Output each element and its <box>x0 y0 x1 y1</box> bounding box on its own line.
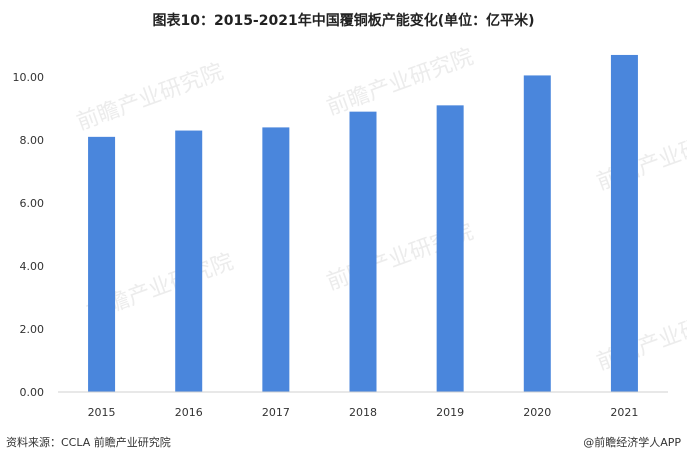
y-tick-label: 4.00 <box>20 260 45 273</box>
x-tick-label: 2020 <box>523 406 551 419</box>
watermark-text: 前瞻产业研究院 <box>74 59 227 135</box>
x-tick-label: 2016 <box>175 406 203 419</box>
bar-2021 <box>610 54 638 392</box>
x-tick-label: 2021 <box>610 406 638 419</box>
bar-2015 <box>88 136 116 392</box>
x-tick-label: 2019 <box>436 406 464 419</box>
y-tick-label: 0.00 <box>20 386 45 399</box>
y-tick-label: 10.00 <box>13 71 45 84</box>
bar-2019 <box>436 105 464 392</box>
x-tick-label: 2015 <box>88 406 116 419</box>
y-tick-label: 6.00 <box>20 197 45 210</box>
bar-2018 <box>349 111 377 393</box>
chart-title: 图表10：2015-2021年中国覆铜板产能变化(单位：亿平米) <box>152 13 535 29</box>
bar-2020 <box>523 75 551 393</box>
watermark-text: 前瞻产业研究院 <box>594 119 687 195</box>
watermark-text: 前瞻产业研究院 <box>594 299 687 375</box>
x-axis: 2015 2016 2017 2018 2019 2020 2021 <box>88 406 639 419</box>
x-tick-label: 2018 <box>349 406 377 419</box>
x-tick-label: 2017 <box>262 406 290 419</box>
y-tick-label: 2.00 <box>20 323 45 336</box>
y-axis: 0.00 2.00 4.00 6.00 8.00 10.00 <box>13 71 45 399</box>
brand-credit: @前瞻经济学人APP <box>583 436 681 449</box>
bars <box>88 54 638 393</box>
bar-2016 <box>175 130 203 393</box>
bar-2017 <box>262 127 290 393</box>
y-tick-label: 8.00 <box>20 134 45 147</box>
source-note: 资料来源：CCLA 前瞻产业研究院 <box>6 436 171 449</box>
